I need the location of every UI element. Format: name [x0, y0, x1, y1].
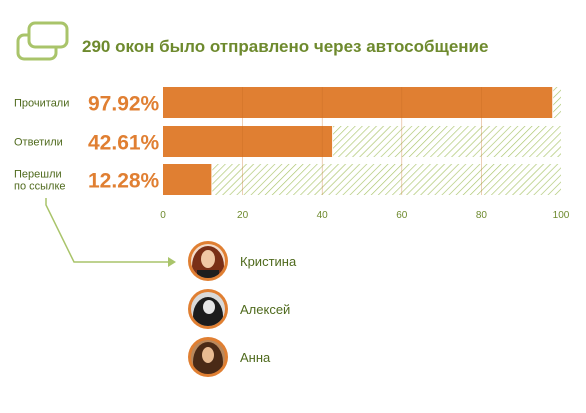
category-label: Прочитали — [14, 98, 69, 110]
avatar-anna — [188, 337, 228, 377]
bars-layer — [163, 87, 561, 195]
connector-arrow — [45, 198, 176, 267]
user-item[interactable]: Кристина — [188, 241, 297, 286]
x-tick-label: 40 — [317, 210, 329, 221]
grid-layer — [242, 87, 482, 195]
user-name: Кристина — [240, 254, 297, 269]
value-label: 12.28% — [88, 170, 160, 193]
value-label: 42.61% — [88, 132, 160, 155]
bar — [163, 87, 553, 118]
user-name: Анна — [240, 350, 271, 365]
x-tick-label: 20 — [237, 210, 249, 221]
bar — [163, 126, 333, 157]
x-tick-label: 60 — [396, 210, 408, 221]
user-item[interactable]: Анна — [188, 337, 271, 382]
x-tick-label: 80 — [476, 210, 488, 221]
user-item[interactable]: Алексей — [188, 289, 290, 335]
user-list: Кристина Алексей — [188, 241, 297, 382]
ticks-layer: 0 20 40 60 80 100 — [160, 210, 570, 221]
avatar-kristina — [188, 241, 228, 281]
chat-windows-icon — [16, 21, 69, 61]
value-label: 97.92% — [88, 93, 160, 116]
labels-layer: Прочитали 97.92% Ответили 42.61% Перешли по с… — [14, 93, 160, 193]
x-tick-label: 0 — [160, 210, 166, 221]
category-label: Перешли по ссылке — [14, 169, 66, 193]
x-tick-label: 100 — [553, 210, 570, 221]
user-name: Алексей — [240, 302, 290, 317]
category-label: Ответили — [14, 137, 63, 149]
bar-remainder — [163, 164, 561, 195]
bar — [163, 164, 212, 195]
chart-title: 290 окон было отправлено через автособще… — [82, 37, 488, 56]
avatar-aleksey — [188, 289, 228, 329]
